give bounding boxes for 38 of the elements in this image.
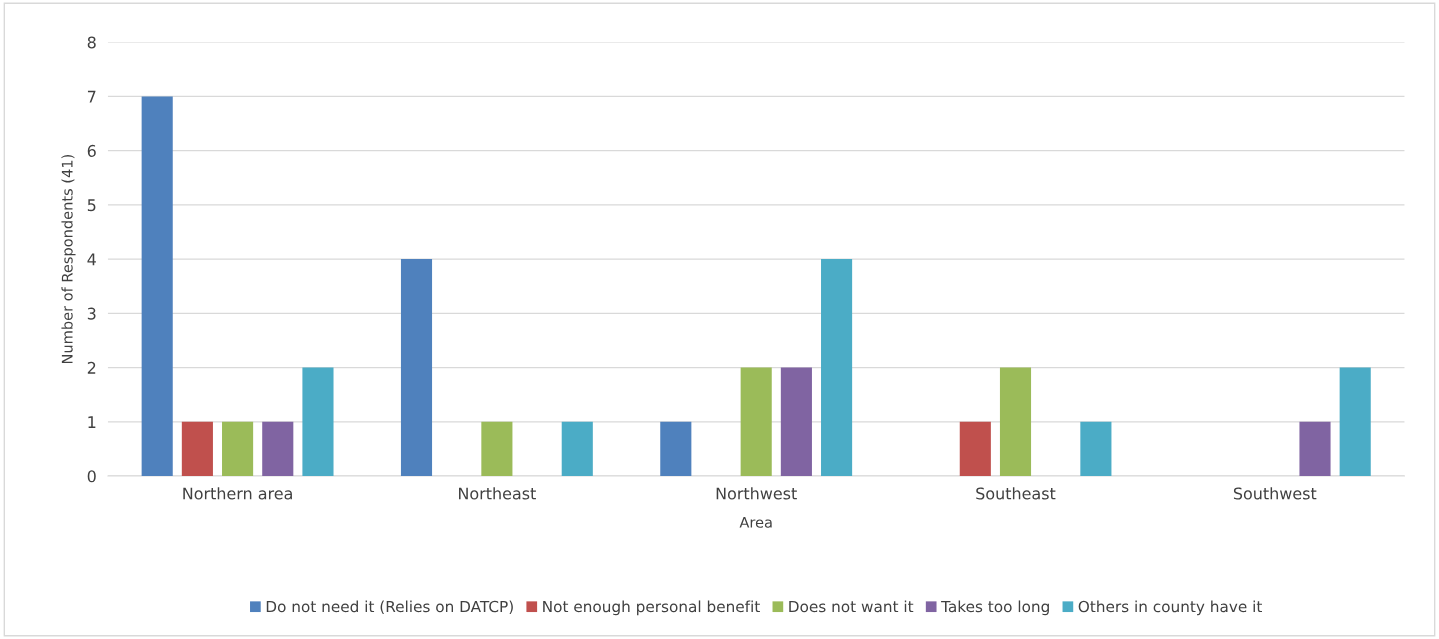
bar (1080, 421, 1112, 477)
y-tick-label: 3 (87, 307, 96, 320)
y-tick-label: 4 (87, 253, 96, 266)
bar (1339, 367, 1371, 477)
bar (821, 259, 853, 477)
y-tick-label: 1 (88, 416, 96, 428)
bar (740, 367, 772, 477)
x-tick-label: Northern area (183, 487, 292, 500)
bar (481, 421, 513, 477)
legend-label: Not enough personal benefit (543, 600, 760, 616)
x-tick-label: Northwest (716, 487, 797, 500)
bar (1299, 421, 1331, 477)
x-axis-title: Area (739, 516, 772, 528)
legend-label: Takes too long (941, 600, 1049, 616)
y-tick-label: 5 (87, 199, 96, 212)
x-tick-label: Southeast (976, 487, 1056, 500)
bar (561, 421, 593, 477)
bar (660, 421, 692, 477)
y-tick-label: 7 (87, 90, 96, 103)
legend-label: Do not need it (Relies on DATCP) (266, 600, 513, 615)
x-tick-label: Southwest (1233, 487, 1317, 500)
bar (262, 421, 294, 477)
y-axis-title: Number of Respondents (41) (61, 155, 76, 364)
bar (222, 421, 254, 477)
y-tick-label: 6 (87, 144, 96, 157)
y-tick-label: 2 (87, 361, 96, 374)
y-tick-label: 8 (87, 36, 96, 49)
bar (181, 421, 213, 477)
bar (302, 367, 334, 477)
bar (999, 367, 1032, 477)
y-tick-label: 0 (87, 470, 96, 483)
bar (780, 367, 812, 477)
bar (959, 421, 991, 477)
legend-label: Others in county have it (1078, 600, 1262, 616)
bar (400, 259, 433, 477)
x-tick-label: Northeast (459, 487, 536, 500)
legend-label: Does not want it (789, 600, 914, 613)
bar (141, 96, 173, 477)
